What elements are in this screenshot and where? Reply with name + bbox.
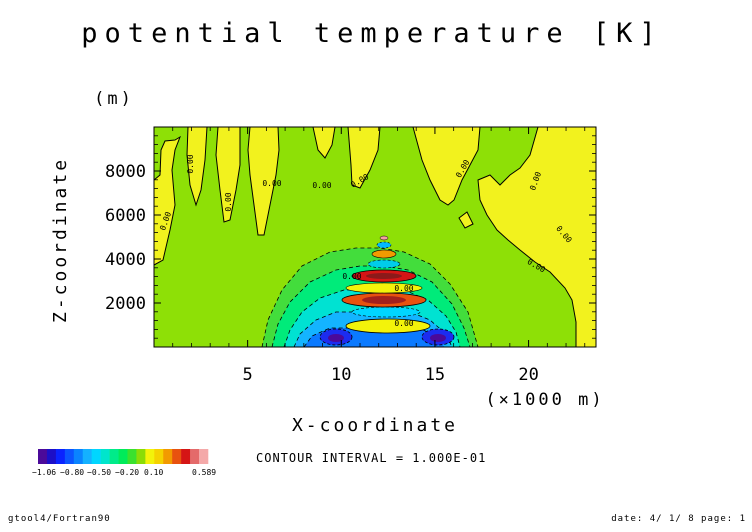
colorbar-tick-label: −0.20 <box>115 468 139 477</box>
contour-interval: CONTOUR INTERVAL = 1.000E-01 <box>256 451 486 465</box>
plot-area: 0.000.000.000.00 0.00 0.000.000.000.000.00… <box>154 127 596 347</box>
x-tick-label: 15 <box>425 365 445 385</box>
contour-label: 0.00 <box>312 181 331 190</box>
warm-plume <box>458 211 474 229</box>
warm-plume <box>412 127 481 206</box>
colorbar-swatch <box>154 449 164 464</box>
warm-band <box>376 241 392 249</box>
colorbar-swatch <box>127 449 137 464</box>
contour-label: 0.00 <box>394 284 413 293</box>
colorbar-tick-label: 0.589 <box>192 468 216 477</box>
colorbar-swatch <box>172 449 182 464</box>
colorbar-swatch <box>190 449 200 464</box>
warm-band <box>366 273 402 279</box>
warm-band <box>379 235 389 241</box>
warm-plume <box>312 127 336 159</box>
warm-plume <box>247 127 280 236</box>
colorbar-tick-label: −1.06 <box>32 468 56 477</box>
warm-band <box>371 249 397 259</box>
colorbar-swatch <box>163 449 173 464</box>
colorbar-swatch <box>181 449 191 464</box>
colorbar-swatch <box>118 449 128 464</box>
warm-band <box>362 296 406 304</box>
colorbar-swatch <box>55 449 66 464</box>
y-axis-label: Z-coordinate <box>50 157 71 323</box>
warm-plume <box>477 127 596 347</box>
contour-label: 0.00 <box>262 179 281 188</box>
colorbar-swatch <box>136 449 146 464</box>
colorbar: −1.06 −0.80 −0.50 −0.20 0.10 0.589 <box>32 449 216 477</box>
colorbar-tick-label: 0.10 <box>144 468 163 477</box>
warm-band <box>351 306 421 318</box>
contour-label: 0.00 <box>186 154 195 173</box>
x-axis-label: X-coordinate <box>292 415 458 436</box>
colorbar-tick-label: −0.80 <box>60 468 84 477</box>
warm-core <box>341 235 431 334</box>
x-tick-label: 20 <box>518 365 538 385</box>
warm-plumes <box>154 127 596 347</box>
warm-plume <box>154 135 181 266</box>
x-tick-label: 10 <box>331 365 351 385</box>
colorbar-swatch <box>64 449 75 464</box>
colorbar-swatch <box>145 449 155 464</box>
x-axis-unit: (×1000 m) <box>485 390 604 410</box>
cold-core-left-inner <box>328 334 344 342</box>
colorbar-tick-label: −0.50 <box>87 468 111 477</box>
colorbar-swatch <box>82 449 92 464</box>
contour-label: 0.00 <box>224 192 233 211</box>
contour-label: 0.00 <box>394 319 413 328</box>
y-tick-label: 4000 <box>105 250 146 270</box>
contour-label: 0.00 <box>342 272 361 281</box>
chart-title: potential temperature [K] <box>81 18 662 49</box>
y-axis-unit: (m) <box>94 89 134 109</box>
x-tick-label: 5 <box>243 365 253 385</box>
warm-band <box>345 282 423 294</box>
colorbar-swatch <box>73 449 84 464</box>
warm-plume <box>215 127 241 223</box>
warm-plume <box>347 127 381 189</box>
colorbar-swatch <box>46 449 57 464</box>
colorbar-swatch <box>100 449 110 464</box>
footer-left: gtool4/Fortran90 <box>8 514 111 524</box>
colorbar-swatch <box>109 449 119 464</box>
colorbar-swatch <box>38 449 48 464</box>
colorbar-swatch <box>199 449 209 464</box>
y-tick-label: 6000 <box>105 206 146 226</box>
y-tick-label: 2000 <box>105 294 146 314</box>
colorbar-swatch <box>91 449 101 464</box>
y-tick-label: 8000 <box>105 162 146 182</box>
warm-band <box>345 318 431 334</box>
axes: 5 10 15 20 2000 4000 6000 8000 <box>105 127 596 385</box>
warm-plume <box>186 127 208 207</box>
plot-frame <box>153 126 597 348</box>
footer-right: date: 4/ 1/ 8 page: 1 <box>611 514 746 524</box>
warm-band <box>367 259 401 269</box>
cold-core-right-inner <box>430 334 446 342</box>
